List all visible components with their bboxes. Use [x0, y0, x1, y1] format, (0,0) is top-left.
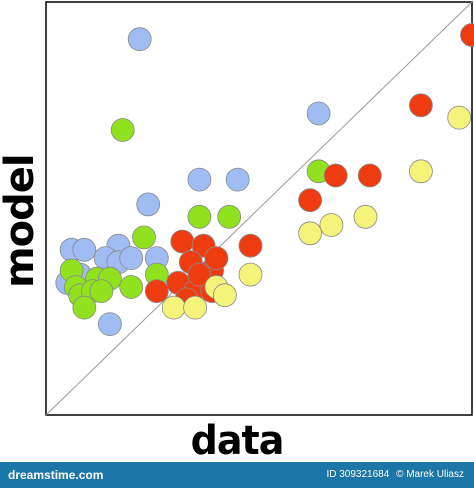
data-point [217, 204, 242, 229]
data-point [119, 246, 144, 271]
data-point [72, 295, 97, 320]
data-point [323, 163, 348, 188]
data-point [132, 225, 156, 250]
data-point [353, 204, 378, 229]
data-point [212, 283, 237, 308]
data-point [89, 279, 114, 304]
data-point [204, 246, 229, 271]
footer-author: © Marek Uliasz [396, 469, 464, 480]
data-point [460, 23, 474, 47]
data-point [98, 312, 122, 337]
data-point [298, 221, 323, 246]
footer-image-id: ID 309321684 © Marek Uliasz [322, 469, 464, 480]
data-point [119, 275, 144, 299]
data-point [357, 163, 382, 188]
data-point [447, 105, 472, 130]
data-point [238, 233, 263, 258]
footer-bar: dreamstime.com ID 309321684 © Marek Ulia… [0, 462, 474, 488]
data-point [136, 192, 161, 217]
data-point [187, 262, 212, 287]
x-axis-label: data [190, 418, 285, 464]
y-axis-label: model [0, 154, 43, 288]
data-point [225, 167, 250, 192]
data-point [72, 237, 97, 262]
data-point [161, 295, 186, 320]
data-point [170, 229, 195, 254]
data-point [127, 27, 152, 52]
footer-brand[interactable]: dreamstime.com [8, 468, 104, 482]
data-point [187, 204, 212, 229]
identity-line [45, 1, 473, 416]
scatter-chart [45, 1, 474, 416]
data-points [55, 23, 474, 337]
footer-id-text: ID 309321684 [326, 469, 390, 480]
data-point [408, 93, 433, 118]
data-point [319, 213, 344, 237]
data-point [298, 188, 323, 213]
data-point [306, 101, 331, 126]
data-point [110, 118, 135, 142]
data-point [238, 262, 263, 287]
data-point [408, 159, 433, 184]
data-point [183, 295, 208, 320]
data-point [187, 167, 212, 192]
data-point [144, 279, 169, 304]
